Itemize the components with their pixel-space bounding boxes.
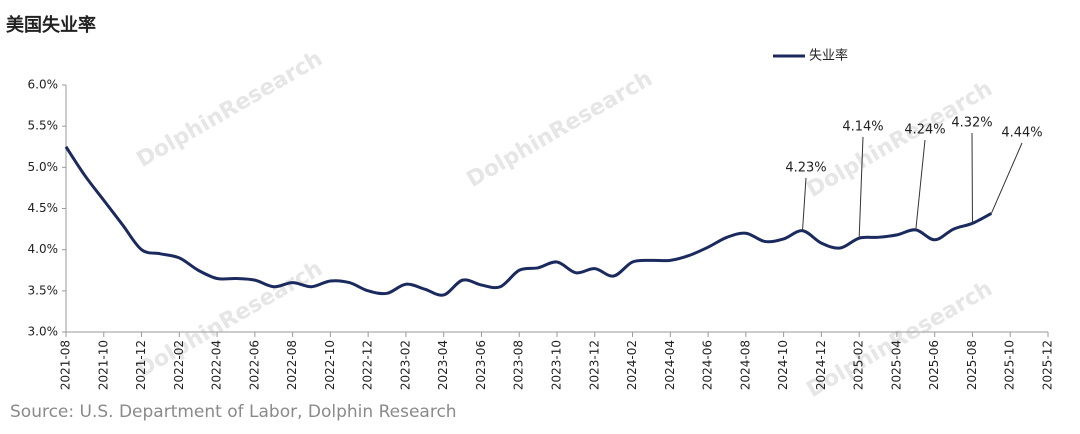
x-tick-label: 2025-12 (1041, 340, 1055, 390)
legend-label: 失业率 (809, 48, 848, 64)
x-tick-label: 2025-02 (852, 340, 866, 390)
data-label: 4.14% (842, 120, 883, 135)
x-tick-label: 2025-04 (889, 340, 903, 390)
y-tick-label: 5.0% (28, 160, 59, 174)
y-tick-label: 5.5% (28, 119, 59, 133)
x-tick-label: 2025-06 (927, 340, 941, 390)
x-tick-label: 2022-04 (210, 340, 224, 390)
x-tick-label: 2025-08 (965, 340, 979, 390)
x-tick-label: 2023-02 (398, 340, 412, 390)
x-tick-label: 2021-10 (96, 340, 110, 390)
y-tick-label: 6.0% (28, 78, 59, 92)
watermark: DolphinResearch (463, 66, 657, 193)
x-tick-label: 2022-10 (323, 340, 337, 390)
x-tick-label: 2022-12 (361, 340, 375, 390)
x-tick-label: 2021-08 (59, 340, 73, 390)
y-tick-label: 3.0% (28, 325, 59, 339)
x-tick-label: 2023-10 (550, 340, 564, 390)
x-tick-label: 2023-04 (436, 340, 450, 390)
x-tick-label: 2025-10 (1003, 340, 1017, 390)
x-tick-label: 2022-08 (285, 340, 299, 390)
y-tick-label: 4.5% (28, 201, 59, 215)
annotation-leader (802, 177, 807, 231)
annotation-leader (990, 142, 1023, 214)
x-tick-label: 2024-12 (814, 340, 828, 390)
watermark: DolphinResearch (803, 76, 997, 203)
line (64, 145, 993, 297)
x-tick-label: 2021-12 (134, 340, 148, 390)
source: Source: U.S. Department of Labor, Dolphi… (10, 402, 457, 422)
x-tick-label: 2024-08 (738, 340, 752, 390)
data-label: 4.32% (951, 116, 992, 131)
x-tick-label: 2024-04 (663, 340, 677, 390)
annotation-leader (915, 139, 926, 230)
watermark: DolphinResearch (133, 46, 327, 173)
x-tick-label: 2024-10 (776, 340, 790, 390)
x-tick-label: 2023-06 (474, 340, 488, 390)
y-tick-label: 3.5% (28, 283, 59, 297)
data-label: 4.44% (1001, 126, 1042, 141)
chart-title: 美国失业率 (6, 14, 96, 36)
data-label: 4.24% (904, 123, 945, 138)
x-tick-label: 2022-02 (172, 340, 186, 390)
x-tick-label: 2023-08 (512, 340, 526, 390)
y-tick-label: 4.0% (28, 242, 59, 256)
x-tick-label: 2024-06 (701, 340, 715, 390)
x-tick-label: 2024-02 (625, 340, 639, 390)
x-tick-label: 2023-12 (587, 340, 601, 390)
data-label: 4.23% (785, 161, 826, 176)
x-tick-label: 2022-06 (247, 340, 261, 390)
annotation-leader (858, 136, 864, 239)
